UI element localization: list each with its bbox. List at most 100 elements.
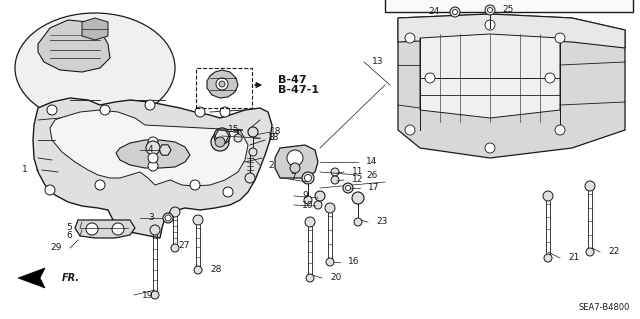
Circle shape xyxy=(545,73,555,83)
Circle shape xyxy=(405,33,415,43)
Circle shape xyxy=(47,105,57,115)
Circle shape xyxy=(165,215,171,221)
Polygon shape xyxy=(50,110,248,186)
Text: 16: 16 xyxy=(348,257,360,266)
Polygon shape xyxy=(398,14,625,158)
Text: 17: 17 xyxy=(368,183,380,192)
Text: 9: 9 xyxy=(302,191,308,201)
Text: 19: 19 xyxy=(142,291,154,300)
Circle shape xyxy=(151,291,159,299)
Circle shape xyxy=(249,148,257,156)
Circle shape xyxy=(216,78,228,90)
Circle shape xyxy=(302,172,314,184)
Polygon shape xyxy=(33,98,272,238)
Text: 2: 2 xyxy=(268,160,274,169)
Text: SEA7-B4800: SEA7-B4800 xyxy=(579,303,630,313)
Circle shape xyxy=(290,163,300,173)
Text: 14: 14 xyxy=(366,158,378,167)
Circle shape xyxy=(331,168,339,176)
Text: 28: 28 xyxy=(210,265,221,275)
Circle shape xyxy=(544,254,552,262)
Circle shape xyxy=(450,7,460,17)
Polygon shape xyxy=(75,220,135,238)
Ellipse shape xyxy=(15,13,175,123)
Circle shape xyxy=(305,174,312,182)
Text: 26: 26 xyxy=(366,170,378,180)
Polygon shape xyxy=(18,268,45,288)
Polygon shape xyxy=(420,34,560,118)
Polygon shape xyxy=(215,130,229,142)
Text: 29: 29 xyxy=(51,243,62,253)
Text: 15: 15 xyxy=(228,125,239,135)
Circle shape xyxy=(343,183,353,193)
Circle shape xyxy=(405,125,415,135)
Circle shape xyxy=(146,141,160,155)
Text: 20: 20 xyxy=(330,273,341,283)
Text: 24: 24 xyxy=(429,8,440,17)
Circle shape xyxy=(148,153,158,163)
Circle shape xyxy=(354,218,362,226)
Polygon shape xyxy=(116,140,190,168)
Text: 10: 10 xyxy=(302,201,314,210)
Circle shape xyxy=(326,258,334,266)
Text: 4: 4 xyxy=(148,145,154,154)
Circle shape xyxy=(304,196,312,204)
Text: 6: 6 xyxy=(67,232,72,241)
Circle shape xyxy=(194,266,202,274)
Circle shape xyxy=(425,73,435,83)
Circle shape xyxy=(352,192,364,204)
Text: 12: 12 xyxy=(352,175,364,184)
Text: B-47-1: B-47-1 xyxy=(278,85,319,95)
Circle shape xyxy=(145,100,155,110)
Circle shape xyxy=(148,161,158,171)
Circle shape xyxy=(100,105,110,115)
Text: 3: 3 xyxy=(148,213,154,222)
Text: 27: 27 xyxy=(178,241,189,249)
Circle shape xyxy=(245,173,255,183)
Circle shape xyxy=(150,225,160,235)
Circle shape xyxy=(485,5,495,15)
Polygon shape xyxy=(398,14,625,48)
Circle shape xyxy=(170,207,180,217)
Text: 18: 18 xyxy=(270,128,282,137)
Circle shape xyxy=(211,133,229,151)
Circle shape xyxy=(86,223,98,235)
Circle shape xyxy=(452,10,458,14)
Circle shape xyxy=(331,176,339,184)
FancyBboxPatch shape xyxy=(385,0,633,12)
Text: 25: 25 xyxy=(502,5,513,14)
Text: 5: 5 xyxy=(67,224,72,233)
Circle shape xyxy=(95,180,105,190)
Circle shape xyxy=(314,201,322,209)
Circle shape xyxy=(485,143,495,153)
Circle shape xyxy=(171,244,179,252)
Polygon shape xyxy=(38,20,110,72)
Text: 21: 21 xyxy=(568,254,579,263)
Text: FR.: FR. xyxy=(62,273,80,283)
Circle shape xyxy=(214,128,230,144)
Circle shape xyxy=(234,134,242,142)
Circle shape xyxy=(215,137,225,147)
Circle shape xyxy=(555,125,565,135)
Text: B-47: B-47 xyxy=(278,75,307,85)
Circle shape xyxy=(485,20,495,30)
Circle shape xyxy=(45,185,55,195)
Circle shape xyxy=(555,33,565,43)
Circle shape xyxy=(346,186,351,190)
Circle shape xyxy=(223,187,233,197)
Circle shape xyxy=(220,107,230,117)
Polygon shape xyxy=(159,145,171,155)
Text: 7: 7 xyxy=(290,174,296,182)
Circle shape xyxy=(219,81,225,87)
Circle shape xyxy=(305,217,315,227)
Circle shape xyxy=(148,137,158,147)
Circle shape xyxy=(193,215,203,225)
Polygon shape xyxy=(275,145,318,178)
Circle shape xyxy=(315,191,325,201)
Polygon shape xyxy=(82,18,108,40)
Text: 22: 22 xyxy=(608,248,620,256)
Text: 13: 13 xyxy=(372,57,383,66)
Circle shape xyxy=(195,107,205,117)
Text: 8: 8 xyxy=(268,133,274,143)
Polygon shape xyxy=(207,70,238,98)
